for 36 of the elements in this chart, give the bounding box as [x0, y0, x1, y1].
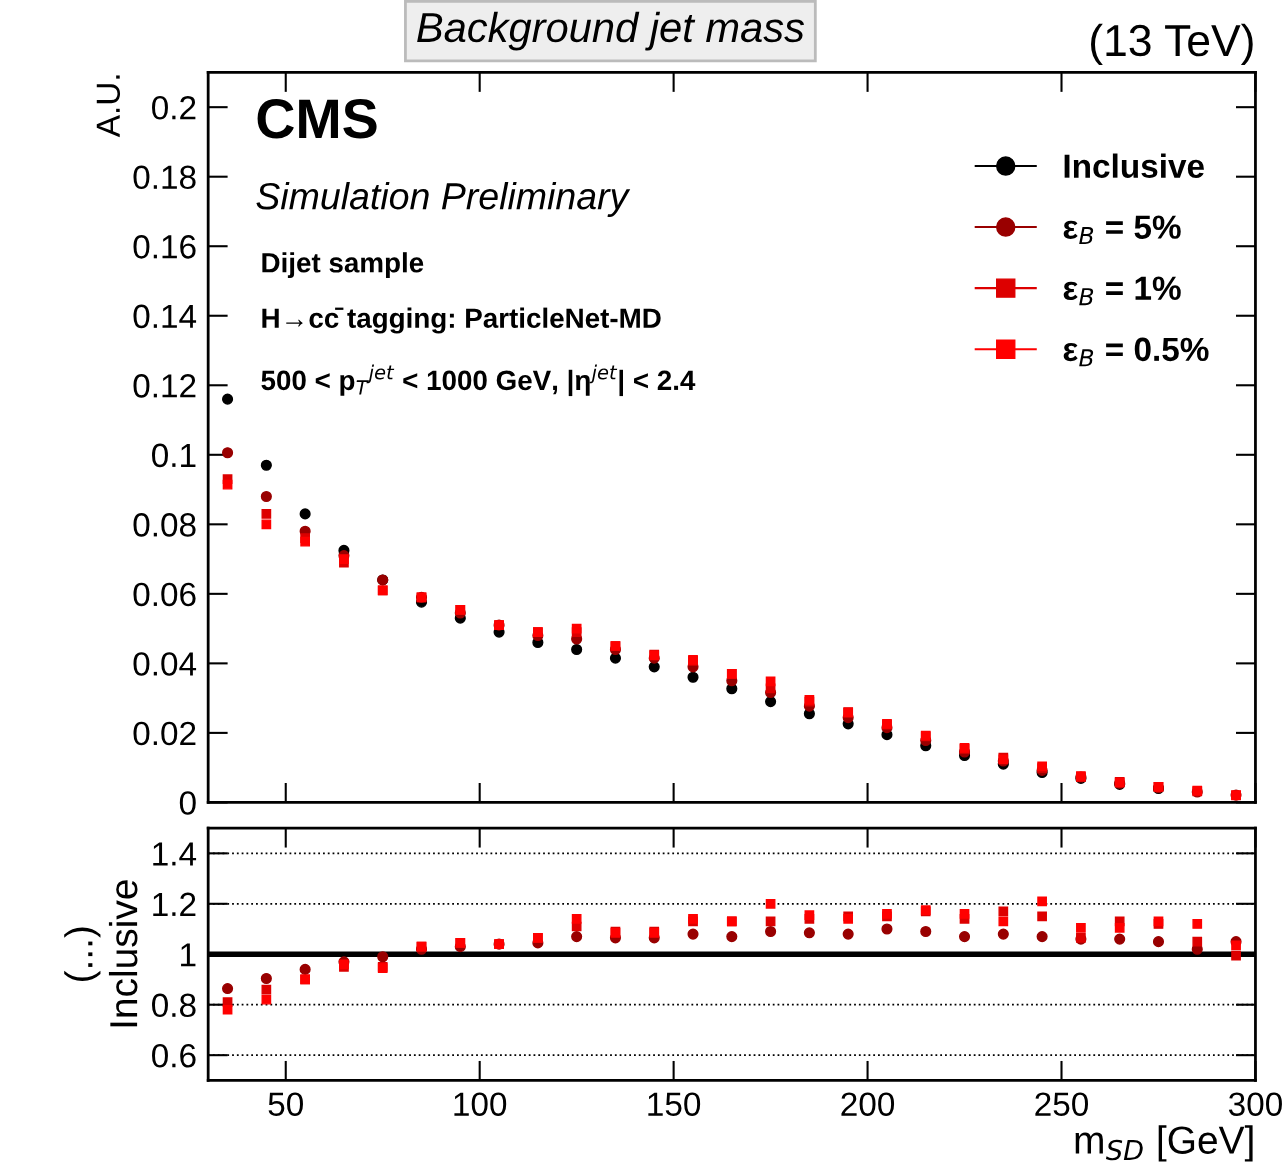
y-tick-label: 0.14	[133, 304, 197, 329]
y-tick-label: 1	[181, 943, 196, 967]
y-tick-label: 0.02	[133, 721, 196, 746]
x-axis-title: m$_{SD}$ [GeV]	[1075, 1125, 1253, 1162]
x-tick-label: 150	[648, 1092, 701, 1116]
y-tick-label: 1.4	[153, 842, 197, 866]
legend-label: Inclusive	[1064, 153, 1204, 178]
legend-label: ε$_{B}$ = 1%	[1063, 276, 1181, 306]
annotation: Dijet sample	[262, 252, 424, 279]
y-axis-title: A.U.	[96, 75, 121, 138]
legend-label: ε$_{B}$ = 0.5%	[1063, 337, 1209, 367]
x-tick-label: 100	[454, 1092, 507, 1116]
y-tick-label: 0.6	[152, 1043, 196, 1068]
annotation: 500 < p$_{T}$$^{jet}$ < 1000 GeV, |η$^{jet}$| < 2.4	[261, 364, 696, 397]
y-tick-label: 0.04	[133, 652, 197, 676]
text: (13 TeV)	[1091, 23, 1253, 66]
chart-title: Background jet mass	[417, 11, 805, 51]
y-tick-label: 0.08	[133, 513, 196, 537]
y-tick-label: 0.1	[152, 443, 196, 468]
annotation: Simulation Preliminary	[256, 181, 631, 217]
y-tick-label: 1.2	[153, 892, 196, 916]
y-tick-label: 0.12	[133, 374, 196, 398]
x-tick-label: 200	[841, 1092, 895, 1116]
y-tick-label: 0.06	[133, 582, 196, 607]
y-tick-label: 0	[179, 791, 196, 815]
y-tick-label: 0.2	[152, 95, 196, 120]
annotation: CMS	[257, 99, 377, 139]
y-tick-label: 0.8	[152, 993, 196, 1018]
y-axis-title: (...) Inclusive	[64, 880, 138, 1027]
y-tick-label: 0.16	[133, 235, 196, 259]
x-tick-label: 300	[1228, 1092, 1282, 1116]
y-tick-label: 0.18	[133, 165, 196, 190]
annotation: H→cc̄ tagging: ParticleNet-MD	[262, 307, 661, 334]
legend-label: ε$_{B}$ = 5%	[1063, 215, 1181, 245]
x-tick-label: 50	[268, 1092, 303, 1116]
x-tick-label: 250	[1035, 1092, 1089, 1116]
